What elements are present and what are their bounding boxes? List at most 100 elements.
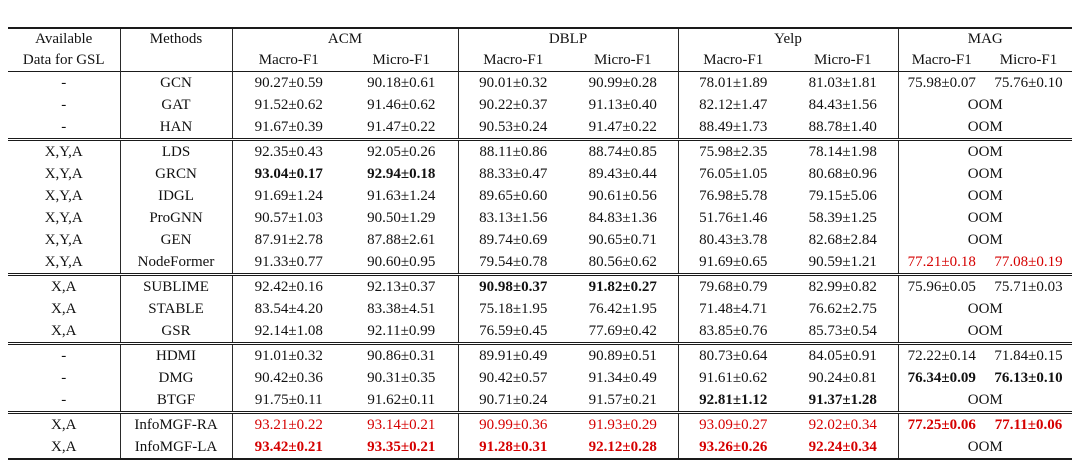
header-methods: Methods: [119, 28, 232, 72]
metric-cell: 84.05±0.91: [808, 348, 877, 364]
available-data-cell: -: [61, 97, 67, 113]
metric-cell: 93.21±0.22: [231, 412, 345, 436]
table-row: - GAT 91.52±0.62 91.46±0.62 90.22±0.37 91.13±…: [8, 94, 1073, 116]
header-group-yelp: Yelp: [677, 28, 898, 50]
metric-cell: 91.75±0.11: [231, 389, 345, 413]
metric-cell: 91.47±0.22: [367, 119, 436, 135]
metric-cell: 89.91±0.49: [457, 343, 568, 367]
method-cell: GAT: [119, 94, 232, 116]
header-group-acm: ACM: [231, 28, 458, 50]
table-row: - HAN 91.67±0.39 91.47±0.22 90.53±0.24 91.47±…: [8, 116, 1073, 140]
metric-cell: 92.02±0.34: [808, 417, 877, 433]
metric-cell: 76.98±5.78: [677, 185, 788, 207]
metric-cell: 83.54±4.20: [231, 298, 345, 320]
table-row: X,Y,A GRCN 93.04±0.17 92.94±0.18 88.33±0.47 8…: [8, 163, 1073, 185]
metric-cell: 92.94±0.18: [367, 166, 436, 182]
table-row: X,Y,A NodeFormer 91.33±0.77 90.60±0.95 79.54…: [8, 251, 1072, 275]
metric-cell: 77.25±0.06: [897, 412, 985, 436]
method-cell: GRCN: [119, 163, 232, 185]
available-data-cell: -: [61, 75, 67, 91]
method-cell: InfoMGF-LA: [119, 436, 232, 459]
method-cell: SUBLIME: [119, 274, 232, 298]
metric-cell: 76.13±0.10: [994, 370, 1063, 386]
available-data-cell: X,Y,A: [44, 210, 83, 226]
method-cell: HDMI: [119, 343, 232, 367]
metric-cell: 89.43±0.44: [588, 166, 657, 182]
method-cell: DMG: [119, 367, 232, 389]
metric-cell: 90.42±0.57: [457, 367, 568, 389]
metric-cell: 91.93±0.29: [588, 417, 657, 433]
metric-cell: 77.08±0.19: [994, 254, 1063, 270]
table-row: X,A InfoMGF-RA 93.21±0.22 93.14±0.21 90.99±0…: [8, 412, 1072, 436]
metric-cell: 91.01±0.32: [231, 343, 345, 367]
metric-cell: 77.69±0.42: [588, 323, 657, 339]
metric-cell: 92.42±0.16: [231, 274, 345, 298]
metric-cell: 81.03±1.81: [808, 75, 877, 91]
table-row: - GCN 90.27±0.59 90.18±0.61 90.01±0.32 90.99±…: [8, 71, 1072, 94]
metric-cell: 91.67±0.39: [231, 116, 345, 140]
oom-cell: OOM: [897, 436, 1073, 459]
metric-cell: 71.48±4.71: [677, 298, 788, 320]
metric-cell: 90.57±1.03: [231, 207, 345, 229]
metric-cell: 93.35±0.21: [367, 439, 436, 455]
metric-cell: 80.56±0.62: [588, 254, 657, 270]
table-row: X,A InfoMGF-LA 93.42±0.21 93.35±0.21 91.28±0…: [8, 436, 1073, 459]
metric-cell: 84.43±1.56: [808, 97, 877, 113]
metric-cell: 91.57±0.21: [588, 392, 657, 408]
metric-cell: 92.81±1.12: [677, 389, 788, 413]
header-acm-micro-f1: Micro-F1: [372, 52, 431, 68]
header-row-metrics: Macro-F1 Micro-F1 Macro-F1 Micro-F1 Macr…: [8, 50, 1072, 72]
metric-cell: 93.09±0.27: [677, 412, 788, 436]
available-data-cell: X,Y,A: [44, 188, 83, 204]
metric-cell: 77.11±0.06: [994, 417, 1063, 433]
method-cell: GEN: [119, 229, 232, 251]
metric-cell: 76.42±1.95: [588, 301, 657, 317]
table-row: X,Y,A IDGL 91.69±1.24 91.63±1.24 89.65±0.60 9…: [8, 185, 1073, 207]
available-data-cell: X,A: [51, 323, 77, 339]
metric-cell: 82.12±1.47: [677, 94, 788, 116]
metric-cell: 76.34±0.09: [897, 367, 985, 389]
method-cell: InfoMGF-RA: [119, 412, 232, 436]
method-cell: BTGF: [119, 389, 232, 413]
metric-cell: 83.13±1.56: [457, 207, 568, 229]
header-group-mag: MAG: [897, 28, 1073, 50]
metric-cell: 75.96±0.05: [897, 274, 985, 298]
available-data-cell: X,Y,A: [44, 144, 83, 160]
metric-cell: 90.27±0.59: [231, 71, 345, 94]
metric-cell: 89.65±0.60: [457, 185, 568, 207]
oom-cell: OOM: [897, 94, 1073, 116]
available-data-cell: X,A: [51, 417, 77, 433]
oom-cell: OOM: [897, 163, 1073, 185]
header-acm-macro-f1: Macro-F1: [231, 50, 345, 72]
metric-cell: 90.42±0.36: [231, 367, 345, 389]
metric-cell: 91.69±0.65: [677, 251, 788, 275]
metric-cell: 90.98±0.37: [457, 274, 568, 298]
metric-cell: 75.98±0.07: [897, 71, 985, 94]
method-cell: ProGNN: [119, 207, 232, 229]
metric-cell: 90.59±1.21: [808, 254, 877, 270]
metric-cell: 91.82±0.27: [588, 279, 657, 295]
metric-cell: 82.99±0.82: [808, 279, 877, 295]
table-header: Available Data for GSL Methods ACM DBLP …: [8, 28, 1073, 72]
metric-cell: 90.71±0.24: [457, 389, 568, 413]
header-available-line1: Available: [35, 31, 93, 47]
method-cell: NodeFormer: [119, 251, 232, 275]
metric-cell: 93.42±0.21: [231, 436, 345, 459]
table-row: - BTGF 91.75±0.11 91.62±0.11 90.71±0.24 91.57…: [8, 389, 1073, 413]
available-data-cell: X,Y,A: [44, 166, 83, 182]
table-block: X,A SUBLIME 92.42±0.16 92.13±0.37 90.98±0.37…: [8, 274, 1073, 344]
metric-cell: 77.21±0.18: [897, 251, 985, 275]
method-cell: GSR: [119, 320, 232, 344]
metric-cell: 88.74±0.85: [588, 144, 657, 160]
metric-cell: 90.65±0.71: [588, 232, 657, 248]
metric-cell: 80.73±0.64: [677, 343, 788, 367]
metric-cell: 90.99±0.28: [588, 75, 657, 91]
table-row: X,A GSR 92.14±1.08 92.11±0.99 76.59±0.45 77.6…: [8, 320, 1073, 344]
metric-cell: 72.22±0.14: [897, 343, 985, 367]
metric-cell: 92.11±0.99: [367, 323, 436, 339]
oom-cell: OOM: [897, 389, 1073, 413]
metric-cell: 88.33±0.47: [457, 163, 568, 185]
results-table: Available Data for GSL Methods ACM DBLP …: [8, 27, 1073, 460]
metric-cell: 91.28±0.31: [457, 436, 568, 459]
metric-cell: 92.12±0.28: [588, 439, 657, 455]
